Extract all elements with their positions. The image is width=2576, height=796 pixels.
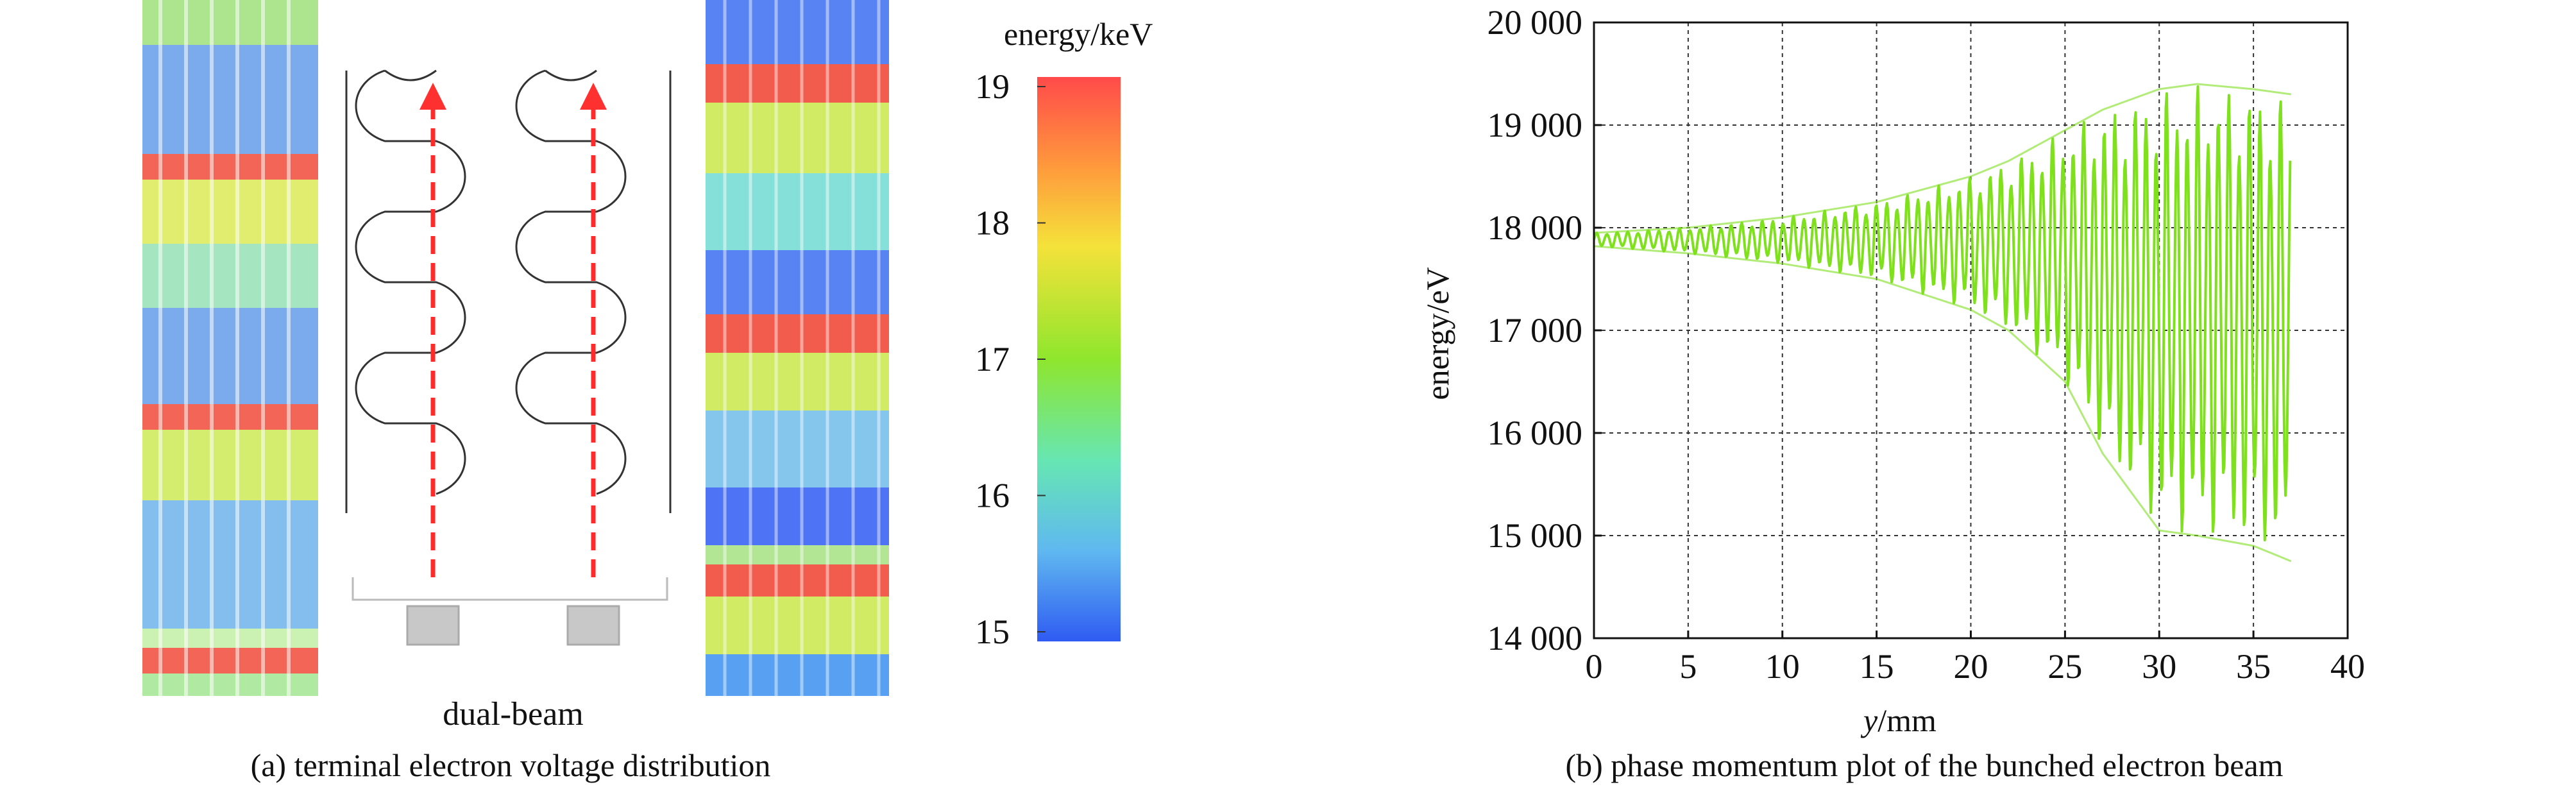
x-tick-label: 5 — [1679, 647, 1697, 686]
colorbar-tick-label: 18 — [975, 204, 1010, 242]
x-tick-label: 35 — [2236, 647, 2271, 686]
x-axis-label: y/mm — [1860, 702, 1936, 738]
dual-beam-label: dual-beam — [443, 696, 583, 732]
y-tick-label: 20 000 — [1487, 3, 1583, 42]
y-tick-label: 17 000 — [1487, 311, 1583, 350]
base-plate — [352, 577, 668, 601]
colorbar-tick-label: 16 — [975, 477, 1010, 515]
panel-b: 0 5 10 15 20 25 30 35 40 14 000 15 000 16 000 17 000… — [1419, 3, 2365, 783]
x-tick-label: 25 — [2047, 647, 2082, 686]
serpentine-right — [515, 69, 627, 495]
particle-strip-left — [141, 0, 319, 696]
y-tick-label: 18 000 — [1487, 208, 1583, 247]
y-tick-label: 15 000 — [1487, 516, 1583, 555]
particle-strip-right — [704, 0, 890, 696]
colorbar-title: energy/keV — [1004, 16, 1153, 52]
y-tick-label: 19 000 — [1487, 106, 1583, 144]
panel-a: dual-beam energy/ke — [141, 0, 1153, 783]
phase-momentum-chart: 0 5 10 15 20 25 30 35 40 14 000 15 000 16 000 17 000… — [1487, 3, 2366, 686]
colorbar: energy/keV 19 18 17 16 15 — [975, 16, 1153, 651]
left-strip-texture — [158, 0, 291, 696]
electron-gun-right — [566, 605, 620, 646]
serpentine-left — [355, 69, 466, 495]
right-strip-texture — [723, 0, 881, 696]
caption-a: (a) terminal electron voltage distributi… — [251, 747, 771, 783]
x-tick-label: 30 — [2142, 647, 2176, 686]
colorbar-tick-label: 17 — [975, 340, 1010, 378]
x-tick-label: 0 — [1586, 647, 1603, 686]
energy-trace — [1593, 85, 2292, 542]
colorbar-tick-label: 15 — [975, 613, 1010, 651]
dual-beam-schematic — [345, 69, 672, 646]
x-tick-label: 10 — [1765, 647, 1800, 686]
x-tick-label: 15 — [1860, 647, 1894, 686]
electron-gun-left — [406, 605, 460, 646]
energy-envelope-lower — [1593, 245, 2292, 563]
x-tick-label: 20 — [1954, 647, 1988, 686]
x-axis-label-var: y — [1860, 702, 1878, 738]
beam-arrows — [419, 83, 607, 577]
colorbar-ticks: 19 18 17 16 15 — [975, 67, 1046, 651]
colorbar-gradient — [1037, 77, 1121, 641]
colorbar-tick-label: 19 — [975, 67, 1010, 106]
x-tick-label: 40 — [2330, 647, 2365, 686]
y-tick-label: 14 000 — [1487, 619, 1583, 657]
y-tick-label: 16 000 — [1487, 414, 1583, 452]
caption-b: (b) phase momentum plot of the bunched e… — [1565, 747, 2283, 783]
x-axis-label-unit: /mm — [1877, 702, 1936, 738]
y-axis-label: energy/eV — [1419, 267, 1455, 400]
energy-envelope-upper — [1593, 83, 2292, 234]
